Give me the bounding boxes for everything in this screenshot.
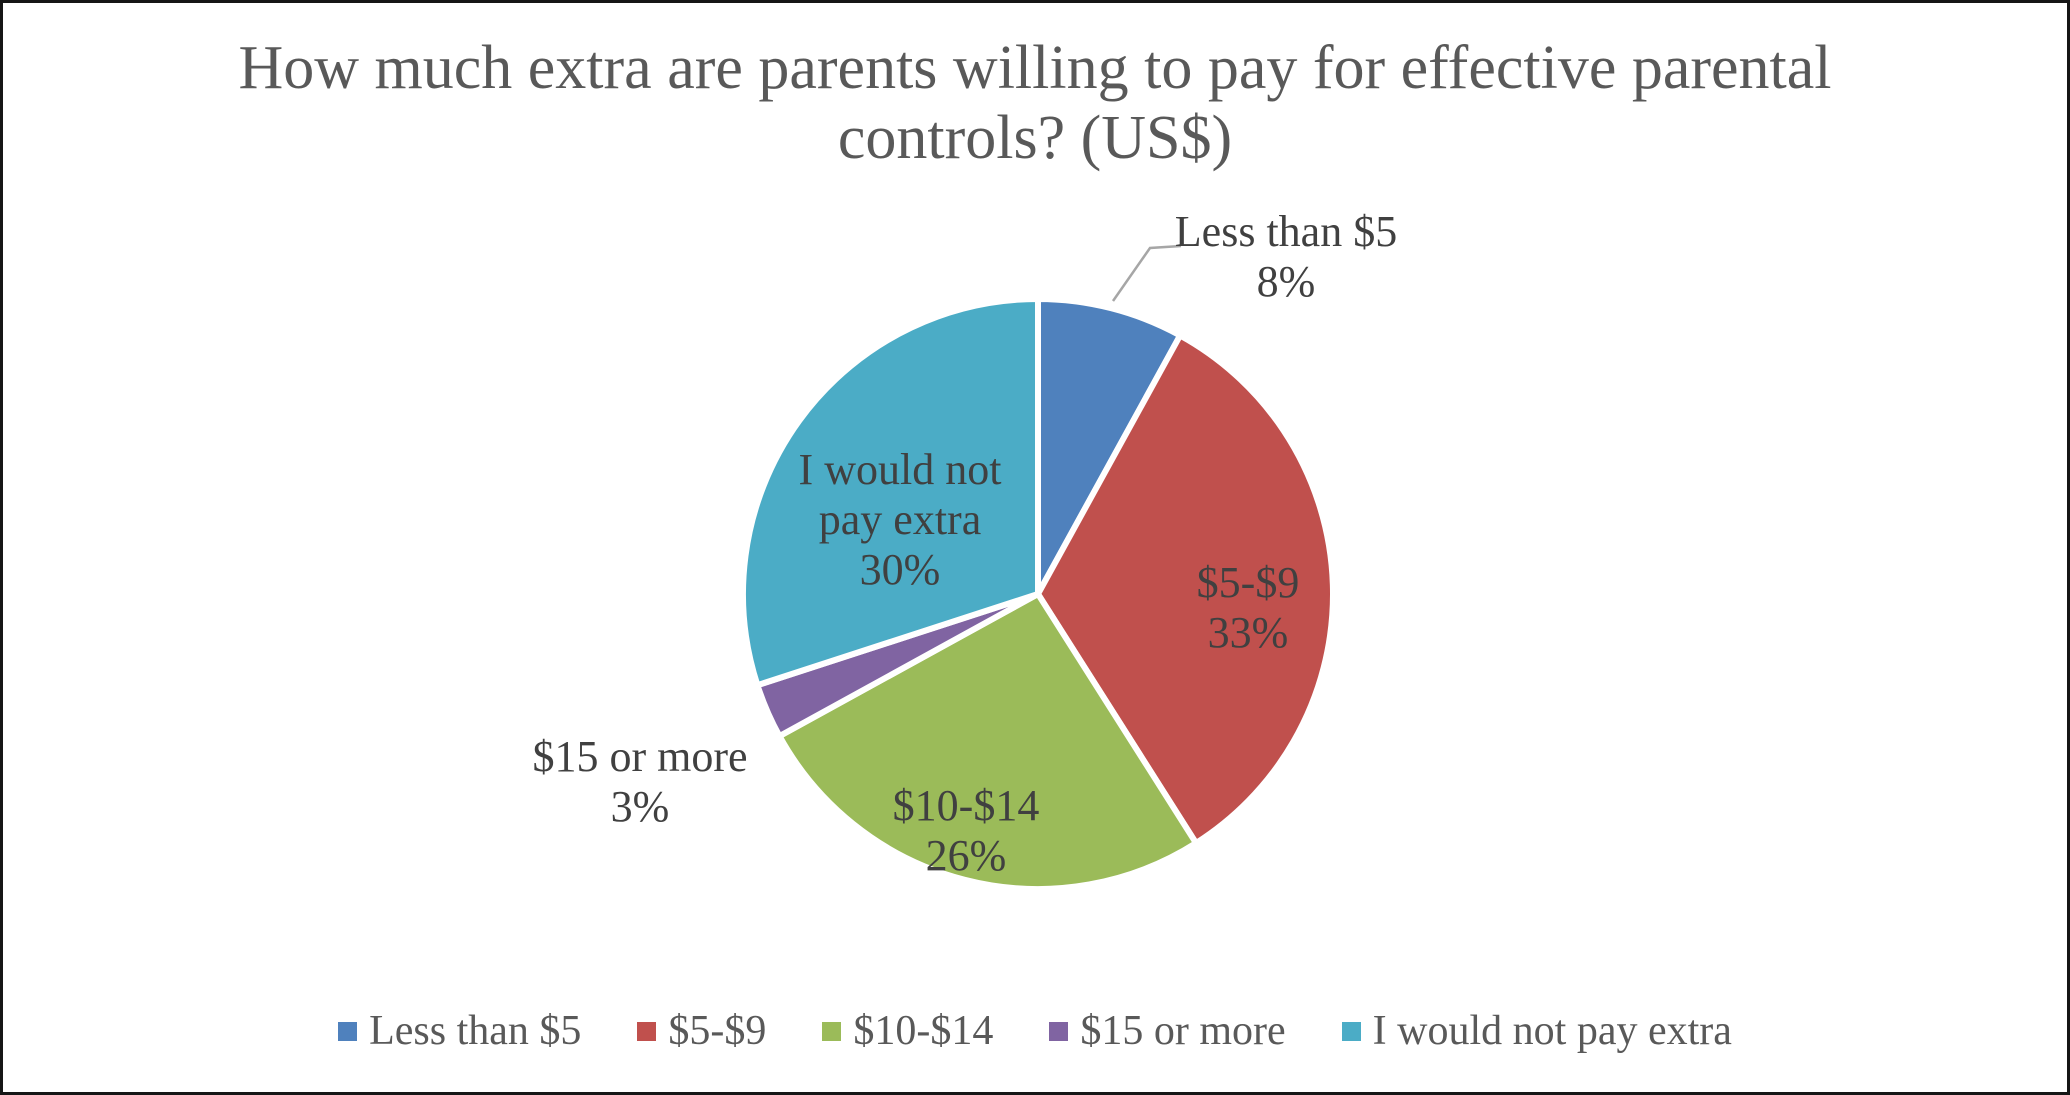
legend-label: $15 or more (1080, 1008, 1286, 1054)
legend-label: $5-$9 (668, 1008, 767, 1054)
slice-label-percent: 8% (1256, 257, 1316, 306)
legend-item-less-than-5: Less than $5 (338, 1007, 581, 1055)
legend-item-5-to-9: $5-$9 (637, 1007, 766, 1055)
slice-label-percent: 26% (925, 831, 1007, 880)
pie-slice-less-than-5 (1035, 296, 1184, 597)
slice-label-15-or-more: $15 or more 3% (532, 732, 747, 832)
chart-legend: Less than $5 $5-$9 $10-$14 $15 or more I… (3, 1001, 2067, 1061)
legend-swatch-icon (822, 1021, 842, 1041)
slice-label-less-than-5: Less than $5 8% (1175, 207, 1397, 307)
legend-swatch-icon (1049, 1021, 1069, 1041)
pie-slices (740, 296, 1336, 892)
pie-chart (740, 244, 1336, 892)
legend-label: $10-$14 (853, 1008, 994, 1054)
slice-label-category: I would not pay extra (798, 445, 1002, 544)
legend-label: Less than $5 (369, 1008, 582, 1054)
legend-swatch-icon (1341, 1021, 1361, 1041)
legend-item-15-or-more: $15 or more (1049, 1007, 1286, 1055)
slice-label-category: $15 or more (532, 732, 748, 781)
pie-slice--5-9 (1035, 332, 1336, 847)
slice-label-5-to-9: $5-$9 33% (1197, 558, 1300, 658)
legend-label: I would not pay extra (1372, 1008, 1732, 1054)
slice-label-category: Less than $5 (1174, 207, 1398, 256)
slice-label-percent: 30% (859, 545, 941, 594)
slice-label-10-to-14: $10-$14 26% (893, 781, 1040, 881)
legend-item-10-to-14: $10-$14 (822, 1007, 993, 1055)
slice-label-percent: 33% (1207, 608, 1289, 657)
slice-label-category: $10-$14 (892, 781, 1040, 830)
pie-slice--10-14 (776, 591, 1200, 892)
pie-slice-i-would-not-pay-extra (740, 296, 1041, 689)
leader-line-less-than-5 (1111, 244, 1182, 302)
slice-label-category: $5-$9 (1196, 558, 1300, 607)
legend-swatch-icon (338, 1021, 358, 1041)
chart-title: How much extra are parents willing to pa… (238, 34, 1832, 172)
legend-item-would-not-pay: I would not pay extra (1341, 1007, 1732, 1055)
slice-label-would-not-pay: I would not pay extra 30% (775, 445, 1025, 595)
legend-swatch-icon (637, 1021, 657, 1041)
slice-label-percent: 3% (610, 782, 670, 831)
